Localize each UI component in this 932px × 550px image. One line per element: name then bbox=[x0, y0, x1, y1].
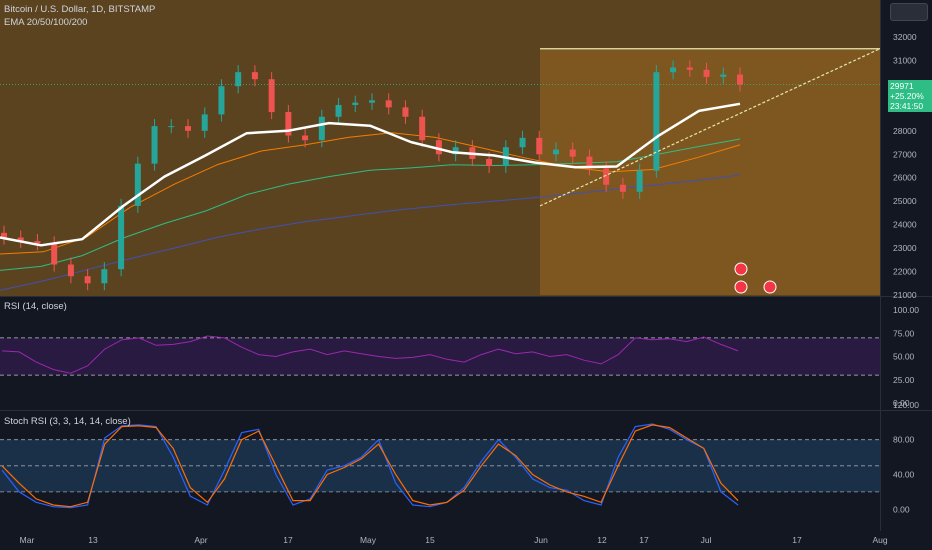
candle-body bbox=[1, 232, 7, 238]
candle-body bbox=[285, 112, 292, 136]
stoch-axis-tick: 40.00 bbox=[893, 470, 915, 480]
last-price: 29971 bbox=[890, 81, 914, 91]
stoch-pane-label[interactable]: Stoch RSI (3, 3, 14, 14, close) bbox=[4, 416, 131, 427]
candle-body bbox=[452, 147, 459, 155]
candle-body bbox=[268, 79, 275, 113]
price-axis-tick: 32000 bbox=[893, 32, 917, 42]
candle-body bbox=[318, 116, 325, 141]
support-trendline bbox=[539, 48, 881, 207]
rsi-axis-tick: 75.00 bbox=[893, 328, 915, 338]
candle-body bbox=[419, 116, 426, 141]
candle-body bbox=[636, 170, 643, 192]
stoch-line bbox=[1, 424, 739, 508]
date-axis-tick: Aug bbox=[872, 535, 887, 545]
date-axis-tick: Apr bbox=[194, 535, 207, 545]
candle-body bbox=[251, 72, 258, 80]
price-axis-tick: 25000 bbox=[893, 196, 917, 206]
price-axis-tick: 21000 bbox=[893, 290, 917, 300]
price-axis-tick: 31000 bbox=[893, 55, 917, 65]
highlight-zone bbox=[540, 49, 880, 295]
candle-body bbox=[84, 276, 91, 284]
rsi-pane-label[interactable]: RSI (14, close) bbox=[4, 301, 67, 312]
candle-body bbox=[218, 86, 225, 115]
candle-body bbox=[519, 137, 526, 148]
event-marker bbox=[734, 280, 748, 294]
candle-body bbox=[703, 69, 710, 77]
date-axis-tick: May bbox=[360, 535, 377, 545]
event-marker bbox=[763, 280, 777, 294]
candle-body bbox=[118, 205, 125, 270]
stoch-axis-tick: 80.00 bbox=[893, 435, 915, 445]
candle-body bbox=[101, 269, 108, 284]
candle-body bbox=[603, 168, 610, 185]
candle-body bbox=[352, 102, 359, 106]
candle-body bbox=[201, 114, 208, 131]
settings-button[interactable] bbox=[890, 3, 928, 21]
candle-body bbox=[34, 241, 41, 244]
candle-body bbox=[737, 74, 743, 85]
price-axis-tick: 24000 bbox=[893, 220, 917, 230]
rsi-axis-tick: 50.00 bbox=[893, 352, 915, 362]
last-price-tag: 29971 +25.20% 23:41:50 bbox=[888, 80, 932, 112]
date-axis-tick: 17 bbox=[639, 535, 649, 545]
candle-body bbox=[486, 158, 493, 166]
candle-body bbox=[435, 140, 442, 155]
stoch-line bbox=[1, 423, 739, 509]
bar-countdown: 23:41:50 bbox=[890, 101, 924, 111]
candle-body bbox=[619, 184, 626, 192]
candle-body bbox=[720, 74, 727, 77]
candle-body bbox=[402, 107, 409, 117]
candle-body bbox=[536, 137, 543, 155]
chart-title: Bitcoin / U.S. Dollar, 1D, BITSTAMP bbox=[4, 4, 156, 15]
candle-body bbox=[185, 126, 191, 131]
stoch-axis-tick: 0.00 bbox=[893, 504, 910, 514]
candle-body bbox=[385, 100, 392, 108]
date-axis-tick: 17 bbox=[792, 535, 802, 545]
stoch-axis-tick: 120.00 bbox=[893, 400, 919, 410]
candle-body bbox=[302, 135, 309, 141]
event-marker bbox=[734, 262, 748, 276]
price-axis-tick: 23000 bbox=[893, 243, 917, 253]
candle-body bbox=[553, 149, 559, 155]
price-change: +25.20% bbox=[890, 91, 924, 101]
candle-body bbox=[686, 67, 693, 70]
rsi-axis-tick: 100.00 bbox=[893, 305, 919, 315]
candle-body bbox=[369, 100, 375, 103]
price-axis-tick: 27000 bbox=[893, 149, 917, 159]
candle-body bbox=[151, 126, 158, 164]
rsi-band bbox=[0, 337, 880, 376]
date-axis-tick: 13 bbox=[88, 535, 98, 545]
date-axis-tick: 15 bbox=[425, 535, 435, 545]
price-axis-tick: 28000 bbox=[893, 126, 917, 136]
candle-body bbox=[653, 72, 660, 171]
price-axis-tick: 22000 bbox=[893, 267, 917, 277]
candle-body bbox=[569, 149, 576, 157]
candle-body bbox=[586, 156, 593, 169]
rsi-line bbox=[1, 335, 739, 374]
date-axis-tick: Mar bbox=[20, 535, 35, 545]
candle-body bbox=[17, 237, 24, 242]
candle-body bbox=[670, 67, 677, 73]
date-axis-tick: 17 bbox=[283, 535, 293, 545]
indicator-label[interactable]: EMA 20/50/100/200 bbox=[4, 17, 88, 28]
candle-body bbox=[335, 105, 342, 117]
candle-body bbox=[134, 163, 141, 206]
candle-body bbox=[67, 264, 74, 277]
rsi-axis-tick: 25.00 bbox=[893, 375, 915, 385]
price-axis-tick: 26000 bbox=[893, 173, 917, 183]
candle-body bbox=[168, 126, 175, 128]
ema-line bbox=[0, 102, 741, 247]
date-axis-tick: Jun bbox=[534, 535, 548, 545]
date-axis-tick: Jul bbox=[701, 535, 712, 545]
candle-body bbox=[51, 243, 58, 265]
rsi-axis-tick: 0.00 bbox=[893, 398, 910, 408]
date-axis-tick: 12 bbox=[597, 535, 607, 545]
stoch-band bbox=[0, 439, 880, 492]
candle-body bbox=[235, 72, 242, 87]
